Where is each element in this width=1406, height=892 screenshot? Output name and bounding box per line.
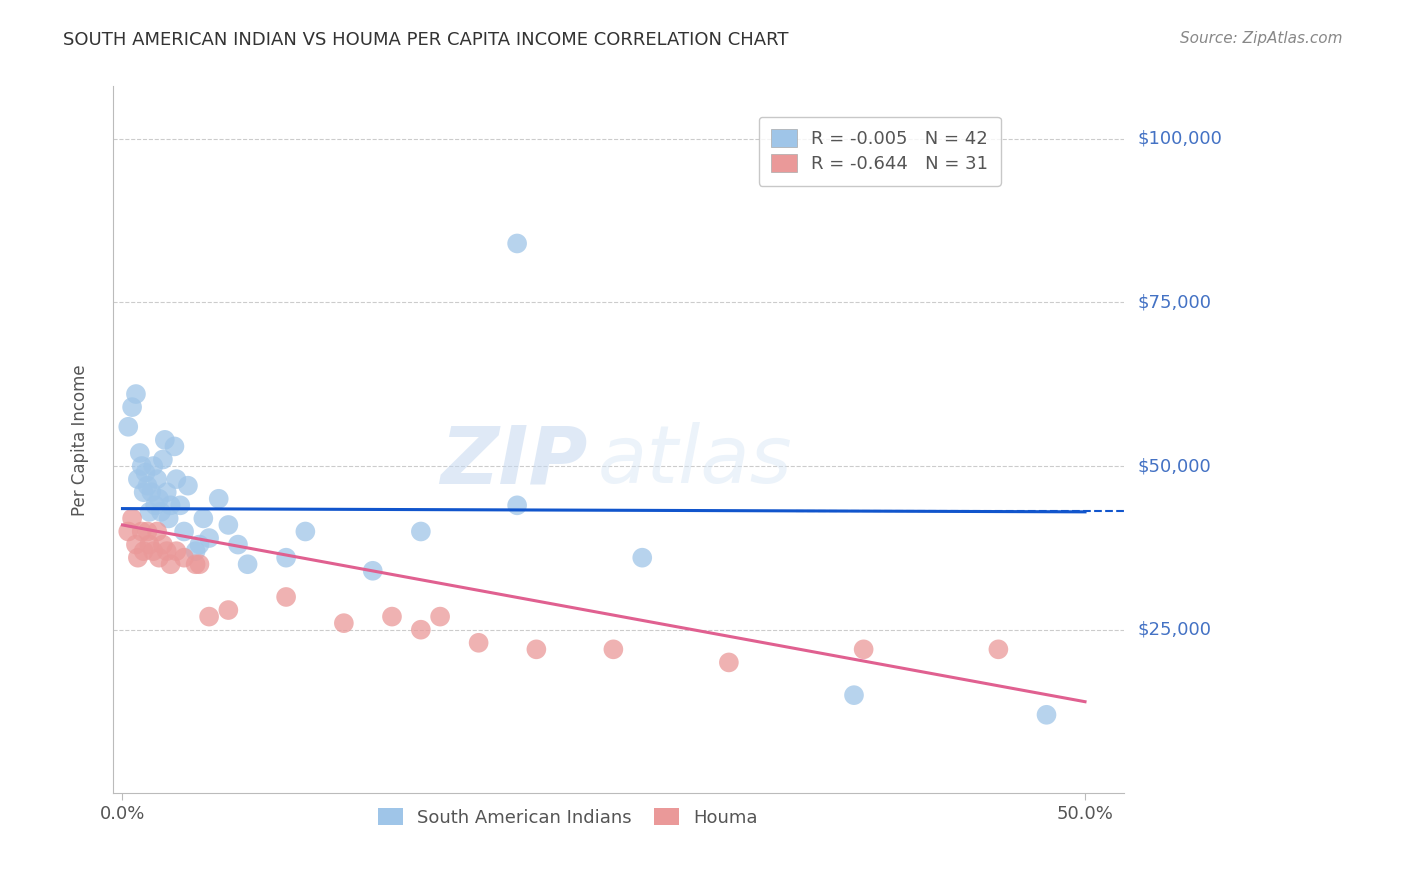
Point [131,458,153,473]
Point [188,538,211,552]
Point [125,538,148,552]
Point [138,505,160,519]
Point [361,564,384,578]
Point [184,544,207,558]
Point [274,590,297,604]
Point [132,485,155,500]
Text: $100,000: $100,000 [1137,129,1222,148]
Point [163,439,186,453]
Point [142,544,165,558]
Point [506,236,529,251]
Point [169,498,191,512]
Legend: South American Indians, Houma: South American Indians, Houma [370,800,765,834]
Point [236,558,259,572]
Point [146,472,169,486]
Point [198,609,221,624]
Point [136,524,159,539]
Point [149,505,172,519]
Point [157,511,180,525]
Point [148,550,170,565]
Point [127,550,149,565]
Point [208,491,231,506]
Point [184,558,207,572]
Point [188,558,211,572]
Point [409,524,432,539]
Point [1035,707,1057,722]
Text: $50,000: $50,000 [1137,457,1211,475]
Point [131,524,153,539]
Point [141,485,163,500]
Text: ZIP: ZIP [440,422,588,500]
Point [842,688,865,702]
Point [136,478,159,492]
Text: $75,000: $75,000 [1137,293,1212,311]
Point [117,419,139,434]
Point [156,544,179,558]
Point [148,491,170,506]
Point [987,642,1010,657]
Point [132,544,155,558]
Point [217,603,239,617]
Point [333,616,356,631]
Point [138,538,160,552]
Point [156,485,179,500]
Text: Source: ZipAtlas.com: Source: ZipAtlas.com [1180,31,1343,46]
Point [717,656,740,670]
Point [143,498,166,512]
Point [146,524,169,539]
Point [135,466,157,480]
Point [121,511,143,525]
Point [173,524,195,539]
Text: atlas: atlas [598,422,793,500]
Point [409,623,432,637]
Point [198,531,221,545]
Point [125,387,148,401]
Point [381,609,404,624]
Point [165,472,187,486]
Text: $25,000: $25,000 [1137,621,1212,639]
Point [152,452,174,467]
Point [128,446,150,460]
Point [165,544,187,558]
Point [121,400,143,414]
Point [142,458,165,473]
Point [177,478,200,492]
Point [159,558,181,572]
Point [429,609,451,624]
Point [467,636,489,650]
Point [602,642,624,657]
Point [524,642,547,657]
Point [274,550,297,565]
Point [173,550,195,565]
Point [294,524,316,539]
Point [631,550,654,565]
Y-axis label: Per Capita Income: Per Capita Income [72,364,89,516]
Point [153,433,176,447]
Point [193,511,215,525]
Text: SOUTH AMERICAN INDIAN VS HOUMA PER CAPITA INCOME CORRELATION CHART: SOUTH AMERICAN INDIAN VS HOUMA PER CAPIT… [63,31,789,49]
Point [117,524,139,539]
Point [152,538,174,552]
Point [226,538,249,552]
Point [127,472,149,486]
Point [852,642,875,657]
Point [217,518,239,533]
Point [506,498,529,512]
Point [159,498,181,512]
